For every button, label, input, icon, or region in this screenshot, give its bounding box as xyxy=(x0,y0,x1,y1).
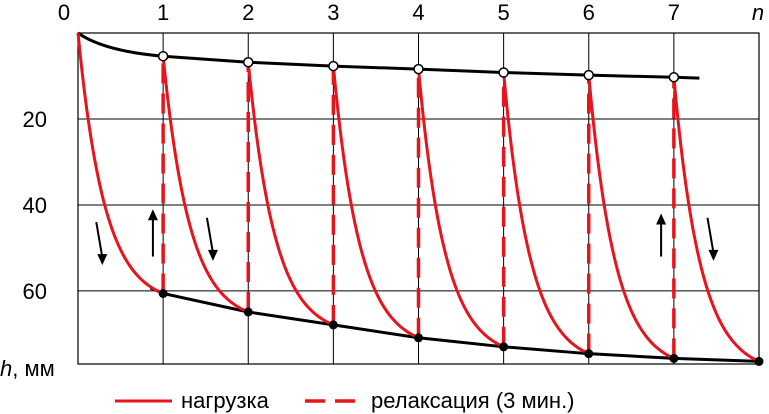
x-axis-label: n xyxy=(752,0,764,25)
x-tick-labels: 0 1 2 3 4 5 6 7 xyxy=(58,0,680,25)
x-tick-label: 3 xyxy=(327,0,339,25)
direction-arrows xyxy=(95,209,719,266)
upper-envelope-line xyxy=(77,31,700,80)
top-point xyxy=(328,60,339,72)
top-point xyxy=(413,63,424,75)
lower-envelope-line xyxy=(149,286,760,363)
legend-relax-label: релаксация (3 мин.) xyxy=(371,388,575,413)
y-tick-label: 20 xyxy=(23,107,47,132)
bottom-point xyxy=(414,333,423,343)
arrow-shaft xyxy=(706,217,715,254)
load-curve xyxy=(672,77,760,363)
load-curve xyxy=(331,65,420,340)
load-curve xyxy=(417,68,505,349)
bottom-point xyxy=(328,320,338,330)
y-tick-labels: 20 40 60 xyxy=(23,107,47,304)
bottom-point xyxy=(499,342,509,352)
legend-load-label: нагрузка xyxy=(181,388,270,413)
arrow-shaft xyxy=(205,217,214,254)
final-point xyxy=(754,356,764,366)
data-points xyxy=(157,50,764,366)
load-curve xyxy=(502,72,590,356)
y-axis-label-symbol: h xyxy=(0,356,12,381)
load-curve xyxy=(587,74,675,360)
bottom-point xyxy=(669,353,679,363)
top-point xyxy=(668,72,680,83)
arrow-head xyxy=(708,249,719,261)
bottom-point xyxy=(243,307,253,317)
load-curve xyxy=(76,32,164,295)
x-tick-label: 5 xyxy=(498,0,510,25)
x-tick-label: 0 xyxy=(58,0,70,25)
y-axis-label: h, мм xyxy=(0,356,55,381)
x-tick-label: 2 xyxy=(242,0,254,25)
arrow-head xyxy=(147,209,158,221)
x-tick-label: 4 xyxy=(412,0,424,25)
x-tick-label: 1 xyxy=(157,0,169,25)
x-tick-label: 6 xyxy=(583,0,595,25)
arrow-head xyxy=(97,254,108,266)
arrow-head xyxy=(656,213,667,225)
bottom-point xyxy=(158,289,168,299)
top-point xyxy=(157,50,169,62)
top-point xyxy=(243,56,254,68)
arrow-head xyxy=(207,249,218,261)
bottom-point xyxy=(584,349,594,359)
y-tick-label: 40 xyxy=(23,193,47,218)
y-tick-label: 60 xyxy=(23,279,47,304)
y-axis-label-unit: , мм xyxy=(12,356,54,381)
top-point xyxy=(498,67,509,78)
load-curve xyxy=(161,56,249,314)
top-point xyxy=(583,69,594,81)
load-curve xyxy=(246,62,334,327)
x-tick-label: 7 xyxy=(668,0,680,25)
legend: нагрузка релаксация (3 мин.) xyxy=(115,388,575,413)
arrow-shaft xyxy=(95,221,104,258)
